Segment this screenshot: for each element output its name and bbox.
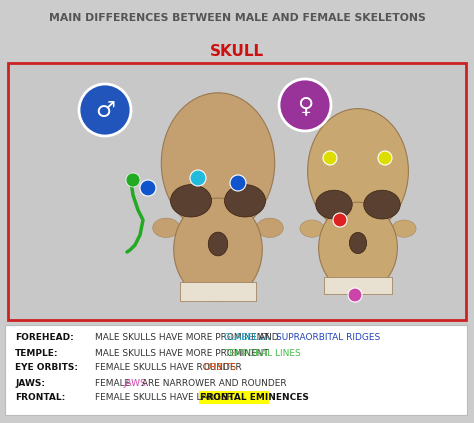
Text: SUPRAORBITAL RIDGES: SUPRAORBITAL RIDGES	[276, 333, 381, 343]
Ellipse shape	[316, 190, 352, 219]
Ellipse shape	[208, 232, 228, 256]
FancyBboxPatch shape	[180, 282, 256, 301]
Ellipse shape	[225, 184, 265, 217]
Circle shape	[230, 175, 246, 191]
Circle shape	[79, 84, 131, 136]
Text: JAWS: JAWS	[123, 379, 146, 387]
Ellipse shape	[300, 220, 324, 237]
Text: FEMALE SKULLS HAVE ROUNDER: FEMALE SKULLS HAVE ROUNDER	[95, 363, 245, 373]
Text: ARE NARROWER AND ROUNDER: ARE NARROWER AND ROUNDER	[139, 379, 287, 387]
Text: FOREHEAD:: FOREHEAD:	[15, 333, 74, 343]
Circle shape	[333, 213, 347, 227]
Text: JAWS:: JAWS:	[15, 379, 45, 387]
Text: FEMALE: FEMALE	[95, 379, 133, 387]
Circle shape	[323, 151, 337, 165]
Text: SKULL: SKULL	[210, 44, 264, 60]
FancyBboxPatch shape	[8, 63, 466, 320]
Ellipse shape	[171, 184, 211, 217]
Circle shape	[140, 180, 156, 196]
Circle shape	[378, 151, 392, 165]
FancyBboxPatch shape	[199, 392, 269, 404]
Circle shape	[126, 173, 140, 187]
Text: ORBITS: ORBITS	[204, 363, 237, 373]
Text: FRONTAL:: FRONTAL:	[15, 393, 65, 403]
Ellipse shape	[349, 233, 367, 253]
Text: ♂: ♂	[95, 101, 115, 121]
Text: FRONTAL EMINENCES: FRONTAL EMINENCES	[200, 393, 309, 403]
Ellipse shape	[308, 109, 409, 233]
Text: GLABELLA: GLABELLA	[224, 333, 271, 343]
Circle shape	[190, 170, 206, 186]
Text: AND: AND	[256, 333, 282, 343]
Text: TEMPLE:: TEMPLE:	[15, 349, 58, 357]
Text: MALE SKULLS HAVE MORE PROMINENT: MALE SKULLS HAVE MORE PROMINENT	[95, 349, 272, 357]
Text: MAIN DIFFERENCES BETWEEN MALE AND FEMALE SKELETONS: MAIN DIFFERENCES BETWEEN MALE AND FEMALE…	[49, 13, 425, 23]
Circle shape	[279, 79, 331, 131]
Ellipse shape	[153, 218, 180, 238]
Ellipse shape	[161, 93, 275, 233]
Circle shape	[348, 288, 362, 302]
Text: EYE ORBITS:: EYE ORBITS:	[15, 363, 78, 373]
Text: TEMPORAL LINES: TEMPORAL LINES	[224, 349, 301, 357]
Ellipse shape	[364, 190, 400, 219]
FancyBboxPatch shape	[5, 325, 467, 415]
Text: FEMALE SKULLS HAVE LARGER: FEMALE SKULLS HAVE LARGER	[95, 393, 236, 403]
Ellipse shape	[256, 218, 283, 238]
Text: ♀: ♀	[297, 96, 313, 116]
Ellipse shape	[392, 220, 416, 237]
Ellipse shape	[173, 198, 262, 301]
FancyBboxPatch shape	[324, 277, 392, 294]
Ellipse shape	[319, 202, 397, 294]
Text: MALE SKULLS HAVE MORE PROMINENT: MALE SKULLS HAVE MORE PROMINENT	[95, 333, 272, 343]
